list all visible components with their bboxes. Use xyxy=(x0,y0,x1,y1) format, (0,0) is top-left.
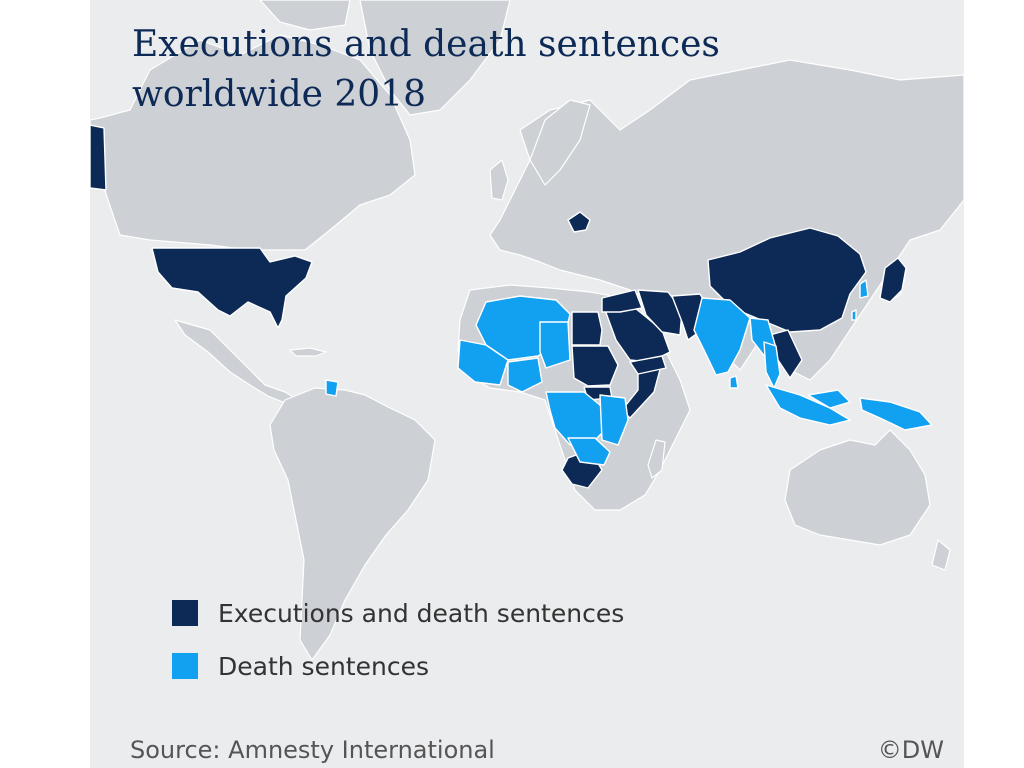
infographic-panel: Executions and death sentences worldwide… xyxy=(90,0,964,768)
region-belarus xyxy=(567,211,591,233)
region-yemen xyxy=(629,355,667,375)
land-madagascar xyxy=(647,439,666,479)
land-greenland xyxy=(359,0,511,116)
legend-item-death-sentences: Death sentences xyxy=(172,651,429,681)
land-south-america xyxy=(269,387,436,661)
region-iran xyxy=(637,289,683,336)
land-arctic-islands xyxy=(259,0,351,31)
land-caribbean xyxy=(289,347,327,357)
region-india xyxy=(693,297,751,376)
region-korea xyxy=(859,279,869,299)
land-australia xyxy=(784,429,931,546)
region-west-africa-coast xyxy=(457,339,509,386)
region-sri-lanka xyxy=(729,375,739,389)
region-thailand-malaysia xyxy=(763,341,781,389)
legend-label-executions: Executions and death sentences xyxy=(218,598,625,628)
death-sentence-countries xyxy=(325,279,933,466)
region-iraq-syria xyxy=(601,289,643,313)
region-east-africa xyxy=(599,394,629,446)
region-usa xyxy=(151,247,313,329)
land-north-america xyxy=(90,34,416,251)
region-chad xyxy=(539,321,571,369)
legend-swatch-executions xyxy=(172,600,198,626)
region-indonesia-central xyxy=(807,389,851,409)
world-map xyxy=(90,0,964,661)
legend-swatch-death-sentences xyxy=(172,653,198,679)
region-guyana xyxy=(325,379,339,397)
land-uk xyxy=(489,159,509,201)
region-indonesia-east xyxy=(859,397,933,431)
executions-countries xyxy=(90,124,907,489)
legend-label-death-sentences: Death sentences xyxy=(218,651,429,681)
region-taiwan xyxy=(851,309,857,321)
source-note: Source: Amnesty International xyxy=(130,736,495,764)
map-title-line1: Executions and death sentences xyxy=(132,24,720,65)
region-nigeria xyxy=(507,357,543,393)
region-alaska xyxy=(90,124,107,191)
region-sudan xyxy=(571,345,619,387)
land-central-america xyxy=(174,319,296,405)
land-new-zealand xyxy=(931,539,951,571)
credit-note: ©DW xyxy=(877,736,944,764)
map-title: Executions and death sentences worldwide… xyxy=(132,20,912,120)
land-scandinavia xyxy=(529,99,591,186)
region-egypt xyxy=(571,311,603,346)
map-title-line2: worldwide 2018 xyxy=(132,74,426,115)
region-japan xyxy=(879,257,907,303)
region-zambia-malawi-zim xyxy=(567,437,611,466)
legend-item-executions: Executions and death sentences xyxy=(172,598,624,628)
region-indonesia-west xyxy=(765,384,851,426)
